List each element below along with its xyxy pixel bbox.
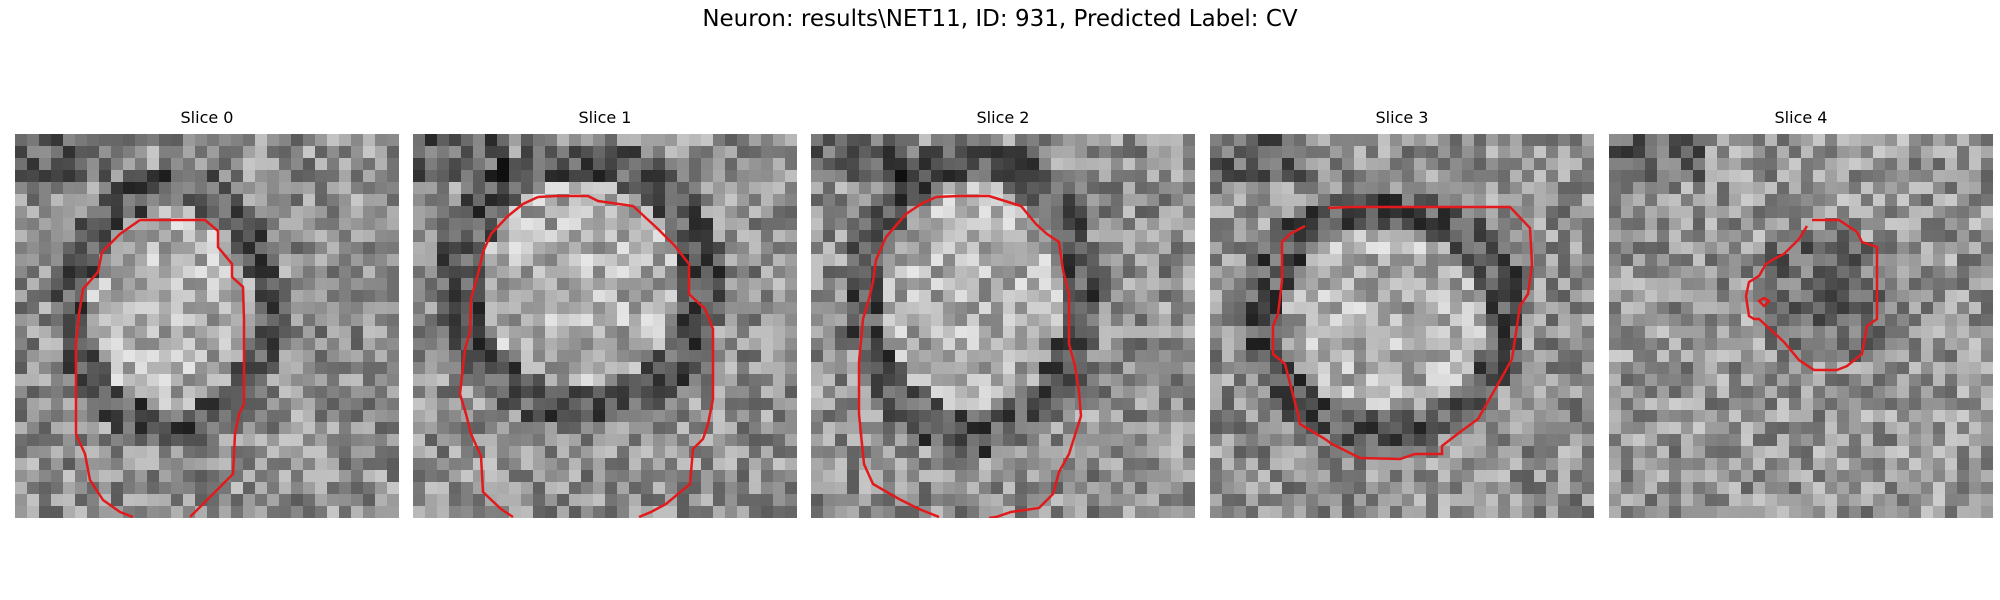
roi-contour (1271, 205, 1534, 461)
slice-panel-2: Slice 2 (811, 108, 1195, 518)
slice-image (15, 134, 399, 518)
slice-image (1609, 134, 1993, 518)
figure-title: Neuron: results\NET11, ID: 931, Predicte… (702, 6, 1298, 32)
slice-image (1210, 134, 1594, 518)
roi-contour (1744, 218, 1879, 372)
roi-contour-overlay (1744, 218, 1879, 372)
grayscale-patch (811, 134, 1195, 518)
roi-contour-overlay (857, 194, 1083, 518)
slice-image (811, 134, 1195, 518)
slice-title: Slice 4 (1774, 108, 1828, 127)
grayscale-patch (413, 134, 797, 518)
slice-title: Slice 1 (578, 108, 632, 127)
roi-contour (458, 195, 539, 518)
roi-contour (140, 218, 246, 518)
roi-contour (935, 194, 1083, 518)
slice-panel-1: Slice 1 (413, 108, 797, 518)
slice-panel-0: Slice 0 (15, 108, 399, 518)
roi-contour-overlay (458, 194, 715, 518)
roi-contour-overlay (74, 218, 246, 518)
slice-image (413, 134, 797, 518)
slice-title: Slice 3 (1375, 108, 1429, 127)
roi-contour (857, 195, 940, 518)
roi-contour (537, 194, 715, 518)
roi-contour (74, 218, 141, 518)
slice-panel-4: Slice 4 (1609, 108, 1993, 518)
slice-title: Slice 2 (976, 108, 1030, 127)
slice-panel-3: Slice 3 (1210, 108, 1594, 518)
roi-contour-small (1756, 296, 1772, 308)
slice-title: Slice 0 (180, 108, 234, 127)
roi-contour-overlay (1271, 205, 1534, 461)
grayscale-patch (1609, 134, 1993, 518)
